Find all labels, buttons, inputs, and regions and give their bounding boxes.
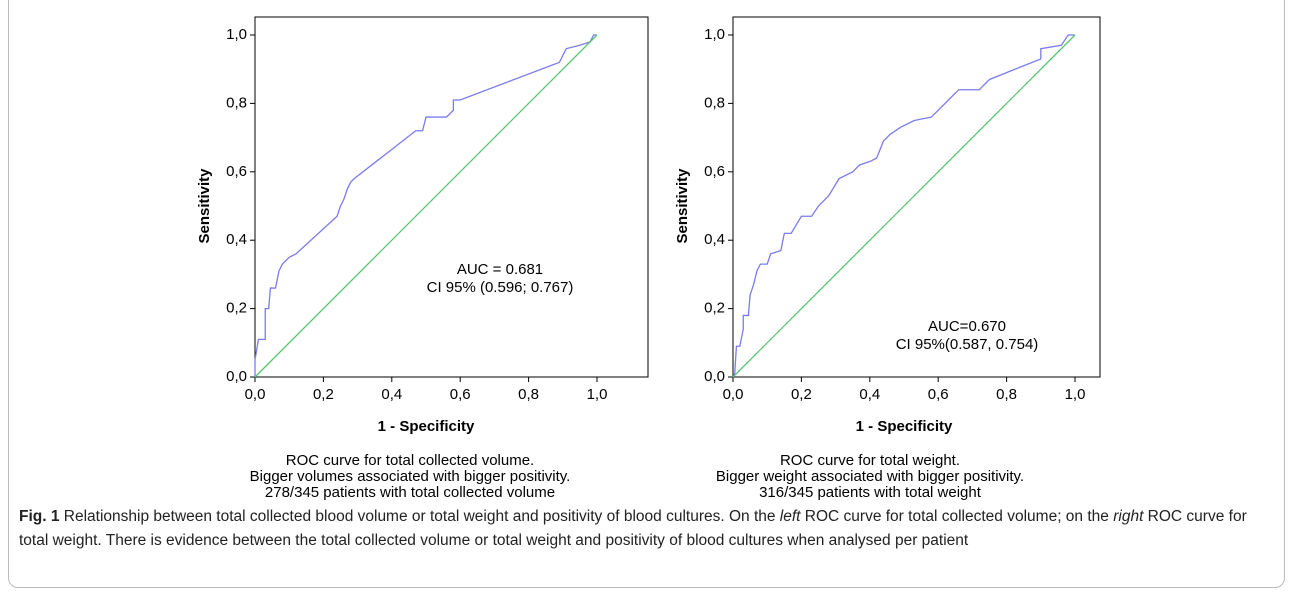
plot-frame xyxy=(732,16,1101,378)
y-tick-label: 1,0 xyxy=(226,26,247,43)
x-tick-label: 0,4 xyxy=(859,386,880,403)
y-tick-label: 0,6 xyxy=(226,163,247,180)
figure-frame xyxy=(8,0,1285,588)
chart-note: ROC curve for total weight. xyxy=(780,452,960,469)
y-tick-label: 0,0 xyxy=(704,368,725,385)
caption-text: Relationship between total collected blo… xyxy=(59,508,780,525)
annotation: AUC=0.670 xyxy=(928,318,1006,335)
annotation: CI 95% (0.596; 0.767) xyxy=(427,279,574,296)
caption-text: left xyxy=(779,508,801,525)
x-tick-label: 1,0 xyxy=(587,386,608,403)
y-tick-label: 0,8 xyxy=(226,94,247,111)
y-tick-label: 0,2 xyxy=(704,300,725,317)
roc-line xyxy=(732,34,1075,378)
x-tick-label: 0,4 xyxy=(381,386,402,403)
roc-line xyxy=(254,34,597,377)
x-tick-label: 0,8 xyxy=(996,386,1017,403)
chart-note: 316/345 patients with total weight xyxy=(759,484,982,500)
x-tick-label: 0,2 xyxy=(313,386,334,403)
x-tick-label: 0,8 xyxy=(518,386,539,403)
chart-note: 278/345 patients with total collected vo… xyxy=(265,484,555,500)
y-tick-label: 0,4 xyxy=(226,231,247,248)
roc-line xyxy=(254,34,598,378)
x-tick-label: 0,6 xyxy=(450,386,471,403)
y-tick-label: 0,8 xyxy=(704,94,725,111)
x-tick-label: 0,0 xyxy=(245,386,266,403)
x-tick-label: 0,0 xyxy=(723,386,744,403)
chart-note: Bigger volumes associated with bigger po… xyxy=(250,468,571,485)
figure-label: Fig. 1 xyxy=(19,508,60,525)
annotation: AUC = 0.681 xyxy=(457,261,543,278)
caption-text: ROC curve for total collected volume; on… xyxy=(800,508,1114,525)
y-tick-label: 0,4 xyxy=(704,231,725,248)
y-tick-label: 0,2 xyxy=(226,300,247,317)
x-tick-label: 1,0 xyxy=(1065,386,1086,403)
plot-frame xyxy=(254,16,649,378)
chart-note: ROC curve for total collected volume. xyxy=(286,452,534,469)
y-tick-label: 0,6 xyxy=(704,163,725,180)
y-axis-label: Sensitivity xyxy=(196,168,213,244)
x-axis-label: 1 - Specificity xyxy=(856,418,953,435)
roc-line xyxy=(732,34,1076,378)
charts: 0,0 0,2 0,4 0,6 0,8 1,0 0,0 0,2 0,4 0,6 0,8 1,0 1 - … xyxy=(196,16,1101,500)
x-tick-label: 0,6 xyxy=(928,386,949,403)
x-axis-label: 1 - Specificity xyxy=(378,418,475,435)
x-tick-label: 0,2 xyxy=(791,386,812,403)
y-tick-label: 1,0 xyxy=(704,26,725,43)
annotation: CI 95%(0.587, 0.754) xyxy=(896,336,1039,353)
y-axis-label: Sensitivity xyxy=(674,168,691,244)
figure-caption: Fig. 1 Relationship between total collec… xyxy=(19,505,1274,553)
caption-text: right xyxy=(1113,508,1144,525)
y-tick-label: 0,0 xyxy=(226,368,247,385)
caption-text: ROC curve for total weight. There is evi… xyxy=(19,508,1247,549)
chart-note: Bigger weight associated with bigger pos… xyxy=(716,468,1024,485)
